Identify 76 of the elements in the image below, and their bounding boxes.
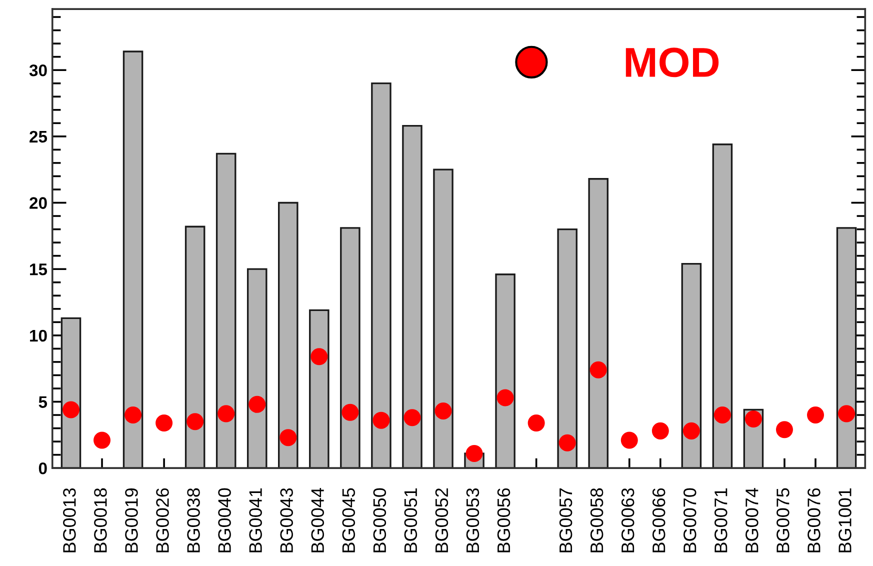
x-tick-label: BG0070 [683,488,696,552]
point [558,434,576,452]
legend-label: MOD [626,48,719,78]
x-tick-label: BG0074 [746,488,758,552]
point [372,412,390,429]
x-tick-label: BG0041 [249,488,262,552]
x-tick-label: BG0053 [466,488,480,552]
point [807,406,824,424]
point [248,396,266,413]
point [156,414,173,432]
bar [495,274,516,468]
point [124,406,142,424]
point [620,432,638,449]
x-tick-label: BG0018 [94,488,107,552]
bar [836,227,857,468]
x-tick-label: BG0058 [590,488,604,552]
point [776,421,793,438]
y-tick-label: 20 [30,197,47,209]
point [682,422,700,440]
point [528,414,545,432]
x-tick-label: BG0040 [218,488,231,552]
bar [433,168,454,468]
x-tick-label: BG0066 [652,488,666,552]
point [590,361,607,378]
point [342,404,359,421]
x-tick-label: BG0043 [280,488,293,552]
y-tick-label: 10 [30,330,47,342]
y-tick-label: 5 [38,396,48,408]
x-tick-label: BG1001 [838,488,852,552]
point [404,409,421,426]
x-tick-label: BG0056 [497,488,510,552]
point [496,389,514,406]
bar [588,178,608,468]
point [310,348,328,366]
x-tick-label: BG0071 [714,488,728,552]
bar [60,317,82,468]
bar [216,152,236,468]
bar [371,82,392,468]
bar [309,309,330,468]
x-tick-label: BG0075 [776,488,790,552]
point [186,413,204,430]
x-tick-label: BG0052 [435,488,448,552]
bar [278,202,298,468]
x-tick-label: BG0063 [621,488,634,552]
y-tick-label: 15 [30,264,48,276]
x-tick-label: BG0045 [342,488,356,552]
point [714,406,731,424]
bar [340,227,360,468]
x-tick-label: BG0057 [559,488,572,552]
point [466,444,483,462]
bar [681,262,702,468]
point [94,432,111,449]
bar [246,268,268,468]
point [652,422,669,440]
x-tick-label: BG0051 [404,488,418,552]
x-tick-label: BG0026 [156,488,169,552]
bar [184,226,206,468]
x-tick-label: BG0038 [187,488,200,552]
point [280,429,297,446]
point [62,401,80,418]
x-tick-label: BG0044 [311,488,324,552]
point [744,410,762,428]
x-tick-label: BG0013 [63,488,76,552]
x-tick-label: BG0076 [808,488,820,552]
point [218,405,235,422]
point [434,402,452,420]
bar [402,124,422,468]
y-tick-label: 0 [38,462,47,474]
bar [122,50,144,468]
x-tick-label: BG0050 [373,488,386,552]
x-tick-label: BG0019 [125,488,138,552]
y-tick-label: 25 [30,130,48,143]
bar [557,228,578,468]
point [838,405,856,422]
bar [712,144,733,468]
y-tick-label: 30 [29,64,47,76]
